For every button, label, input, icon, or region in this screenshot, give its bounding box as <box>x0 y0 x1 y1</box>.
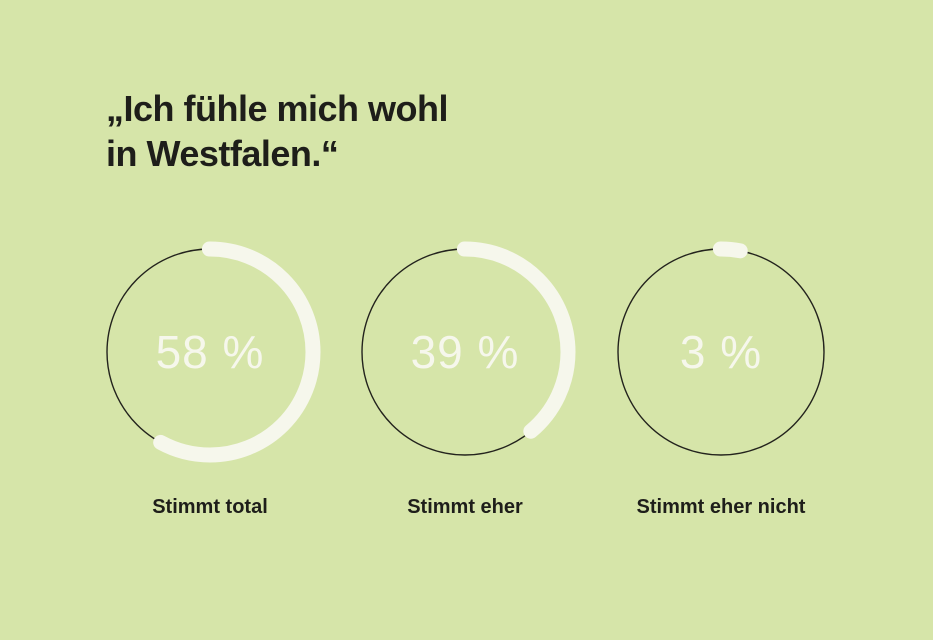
donut-chart-stimmt-eher-nicht: 3 % <box>610 241 832 463</box>
donut-progress-arc <box>610 241 832 463</box>
chart-title-line2: in Westfalen.“ <box>106 133 339 174</box>
donut-progress-arc <box>99 241 321 463</box>
category-label-stimmt-total: Stimmt total <box>152 496 268 518</box>
category-label-stimmt-eher: Stimmt eher <box>407 496 523 518</box>
donut-ring-svg <box>354 241 576 463</box>
donut-value-label: 39 % <box>410 326 520 378</box>
donut-value-label: 58 % <box>155 326 265 378</box>
chart-title-line1: „Ich fühle mich wohl <box>106 88 449 129</box>
category-label-stimmt-eher-nicht: Stimmt eher nicht <box>636 496 806 518</box>
donut-ring-svg <box>610 241 832 463</box>
donut-value-label: 3 % <box>679 326 763 378</box>
donut-chart-stimmt-eher: 39 % <box>354 241 576 463</box>
chart-title: „Ich fühle mich wohl in Westfalen.“ <box>106 86 449 176</box>
donut-ring-svg <box>99 241 321 463</box>
donut-progress-arc <box>354 241 576 463</box>
donut-chart-stimmt-total: 58 % <box>99 241 321 463</box>
